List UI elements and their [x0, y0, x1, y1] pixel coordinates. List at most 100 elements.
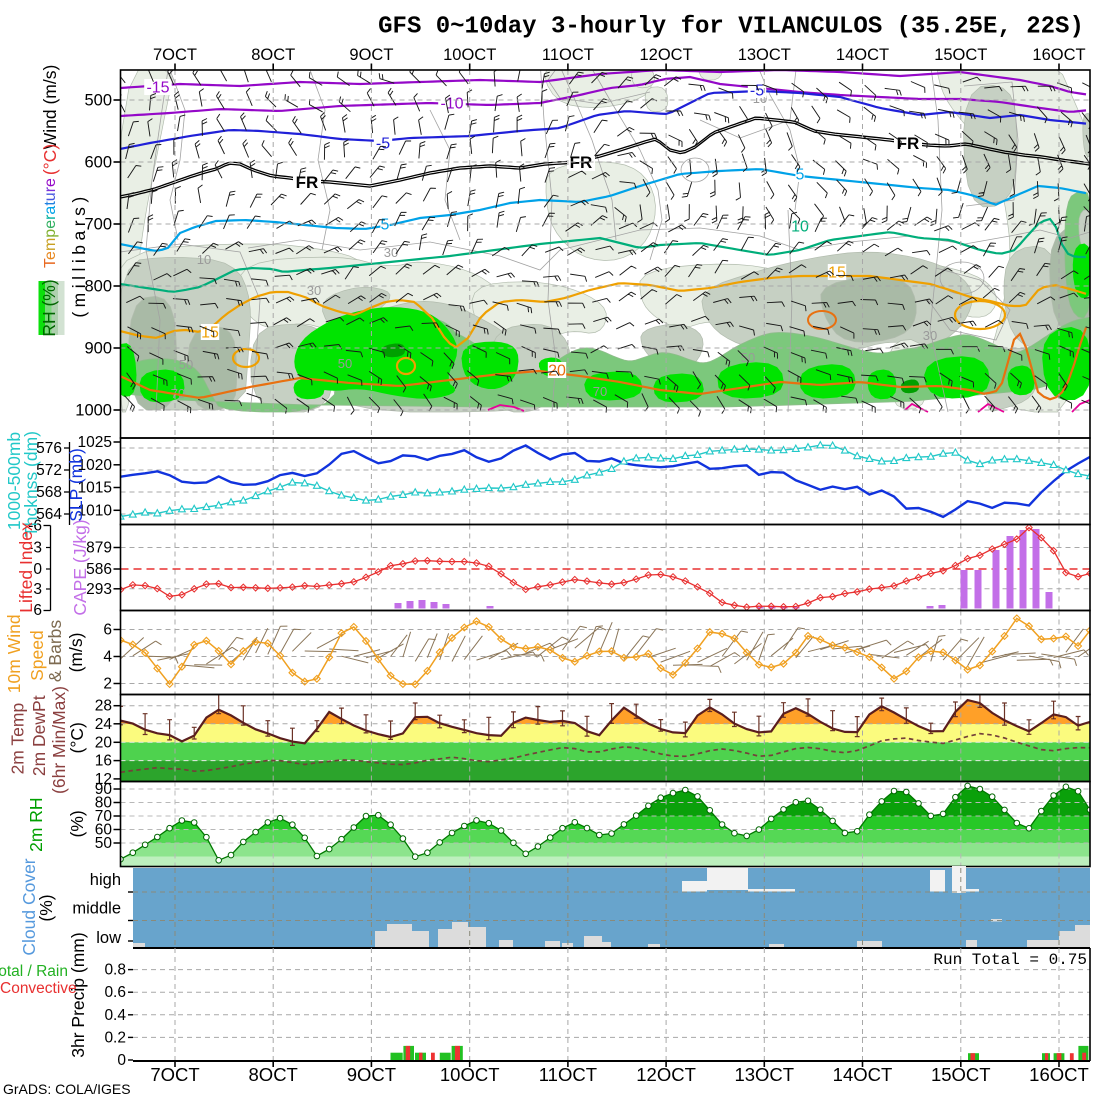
svg-text:1025: 1025: [78, 434, 112, 451]
svg-text:60: 60: [95, 822, 113, 839]
svg-text:500: 500: [84, 92, 112, 110]
svg-text:10OCT: 10OCT: [440, 1064, 500, 1085]
svg-text:8OCT: 8OCT: [251, 46, 295, 64]
svg-text:middle: middle: [72, 900, 121, 918]
svg-text:2: 2: [103, 676, 112, 693]
svg-text:15OCT: 15OCT: [931, 1064, 991, 1085]
svg-text:2m Temp: 2m Temp: [8, 703, 28, 775]
svg-text:Total / Rain: Total / Rain: [0, 963, 68, 980]
svg-text:600: 600: [84, 154, 112, 172]
svg-text:576: 576: [36, 440, 62, 457]
svg-text:50: 50: [338, 356, 352, 371]
svg-text:586: 586: [86, 561, 112, 578]
svg-text:16OCT: 16OCT: [1029, 1064, 1089, 1085]
svg-text:50: 50: [179, 357, 193, 372]
svg-text:572: 572: [36, 462, 62, 479]
svg-text:30: 30: [307, 283, 321, 298]
svg-text:13OCT: 13OCT: [738, 46, 791, 64]
svg-text:Run Total = 0.75: Run Total = 0.75: [933, 951, 1087, 969]
svg-text:-3: -3: [28, 540, 42, 557]
svg-text:800: 800: [84, 278, 112, 296]
svg-text:90: 90: [95, 781, 113, 798]
svg-text:879: 879: [86, 540, 112, 557]
svg-text:30: 30: [384, 245, 398, 260]
svg-text:2m RH: 2m RH: [26, 797, 46, 851]
svg-text:6: 6: [103, 622, 112, 639]
svg-text:14OCT: 14OCT: [833, 1064, 893, 1085]
svg-text:high: high: [90, 871, 121, 889]
svg-text:700: 700: [84, 216, 112, 234]
svg-text:2m DewPt: 2m DewPt: [29, 695, 49, 776]
svg-text:20: 20: [548, 363, 566, 380]
svg-text:0: 0: [117, 1052, 126, 1069]
svg-text:15: 15: [201, 325, 219, 342]
svg-text:0: 0: [33, 561, 42, 578]
svg-text:(%): (%): [36, 894, 56, 921]
svg-text:293: 293: [86, 581, 112, 598]
svg-text:6: 6: [33, 602, 42, 619]
svg-text:11OCT: 11OCT: [542, 46, 594, 64]
svg-text:0.8: 0.8: [104, 962, 126, 979]
svg-text:50: 50: [95, 835, 113, 852]
svg-text:564: 564: [36, 506, 62, 523]
svg-text:70: 70: [95, 808, 113, 825]
svg-text:28: 28: [95, 698, 112, 715]
svg-text:14OCT: 14OCT: [836, 46, 889, 64]
svg-text:13OCT: 13OCT: [734, 1064, 794, 1085]
svg-text:CAPE (J/kg): CAPE (J/kg): [70, 519, 90, 615]
svg-text:10: 10: [791, 219, 809, 236]
svg-text:GFS 0~10day 3-hourly for VILAN: GFS 0~10day 3-hourly for VILANCULOS (35.…: [378, 14, 1084, 41]
svg-text:20: 20: [95, 734, 113, 751]
svg-text:Convective: Convective: [0, 980, 77, 997]
svg-text:900: 900: [84, 340, 112, 358]
svg-text:5: 5: [796, 167, 805, 184]
svg-text:(millibars): (millibars): [69, 192, 89, 317]
svg-text:(6hr Min/Max): (6hr Min/Max): [49, 686, 69, 794]
svg-text:Temperature: Temperature: [42, 178, 59, 268]
svg-text:12OCT: 12OCT: [640, 46, 693, 64]
svg-text:& Barbs: & Barbs: [45, 620, 65, 682]
svg-text:12OCT: 12OCT: [636, 1064, 696, 1085]
svg-text:low: low: [96, 929, 121, 947]
svg-text:1000-500mb: 1000-500mb: [4, 432, 24, 530]
svg-text:12: 12: [95, 771, 112, 788]
svg-text:-10: -10: [440, 96, 463, 113]
svg-text:15OCT: 15OCT: [934, 46, 987, 64]
svg-text:16: 16: [95, 753, 112, 770]
svg-text:30: 30: [923, 328, 937, 343]
svg-text:10m Wind: 10m Wind: [4, 614, 24, 693]
svg-text:(°C): (°C): [67, 722, 87, 753]
svg-text:0.6: 0.6: [104, 984, 126, 1001]
svg-text:8OCT: 8OCT: [249, 1064, 298, 1085]
svg-text:0.2: 0.2: [104, 1029, 126, 1046]
svg-text:1015: 1015: [78, 480, 112, 497]
svg-text:9OCT: 9OCT: [349, 46, 393, 64]
svg-text:9OCT: 9OCT: [347, 1064, 396, 1085]
svg-text:Speed: Speed: [27, 630, 47, 681]
svg-text:-6: -6: [28, 518, 42, 535]
svg-text:10OCT: 10OCT: [443, 46, 496, 64]
svg-text:50: 50: [741, 350, 755, 365]
svg-text:(%): (%): [67, 810, 87, 837]
svg-text:Wind (m/s): Wind (m/s): [40, 65, 60, 150]
svg-text:4: 4: [103, 649, 112, 666]
svg-text:FR: FR: [296, 173, 319, 192]
svg-text:(m/s): (m/s): [66, 633, 86, 673]
svg-text:24: 24: [95, 716, 113, 733]
svg-text:FR: FR: [897, 134, 920, 153]
svg-text:16OCT: 16OCT: [1032, 46, 1085, 64]
svg-text:1000: 1000: [75, 402, 112, 420]
svg-text:(°C): (°C): [40, 144, 60, 175]
svg-text:GrADS: COLA/IGES: GrADS: COLA/IGES: [3, 1081, 131, 1097]
svg-text:3hr Precip (mm): 3hr Precip (mm): [68, 932, 88, 1057]
svg-text:10: 10: [197, 252, 211, 267]
svg-text:7OCT: 7OCT: [153, 46, 197, 64]
svg-text:568: 568: [36, 484, 62, 501]
svg-text:0.4: 0.4: [104, 1007, 126, 1024]
svg-text:-15: -15: [146, 80, 169, 97]
svg-text:1020: 1020: [78, 457, 113, 474]
svg-text:11OCT: 11OCT: [539, 1064, 597, 1085]
svg-text:70: 70: [593, 384, 607, 399]
svg-text:7OCT: 7OCT: [150, 1064, 199, 1085]
svg-text:Thcknss (dm): Thcknss (dm): [21, 431, 41, 537]
